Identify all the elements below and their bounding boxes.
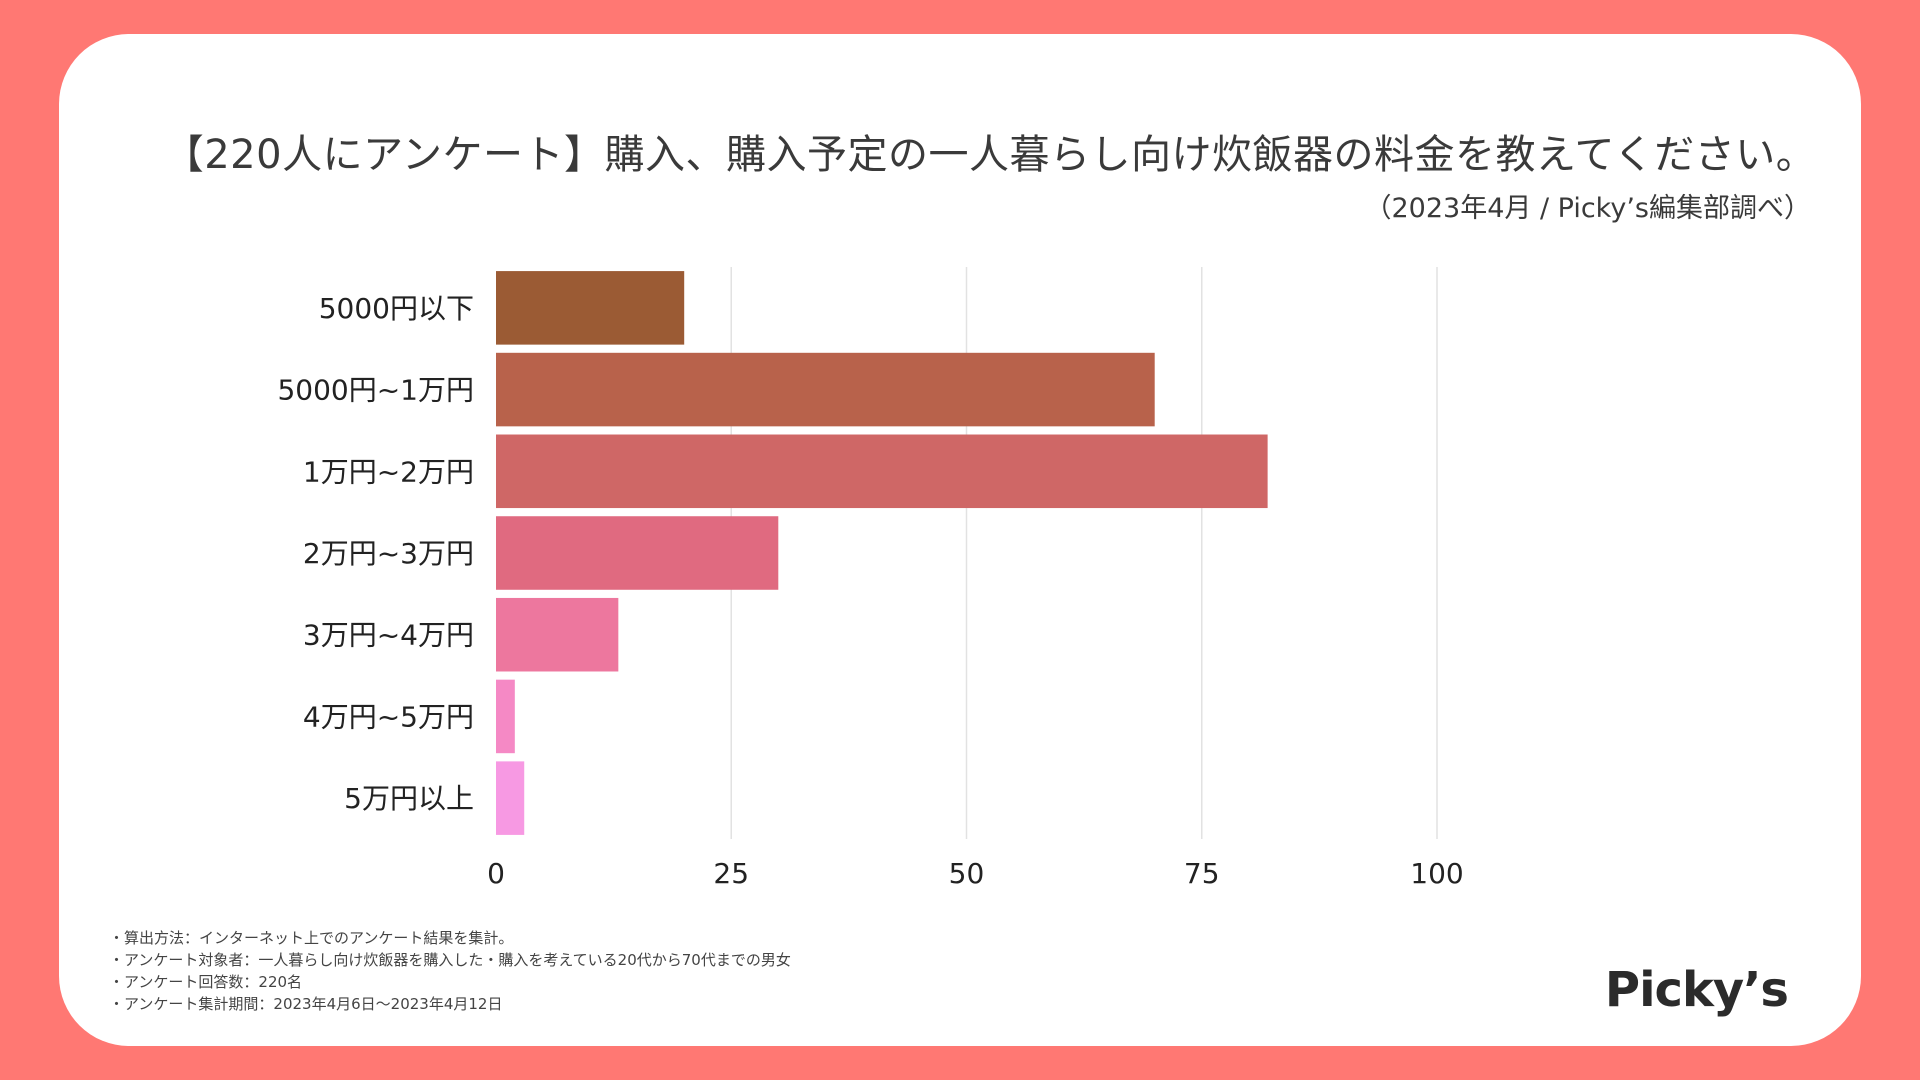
category-label-3: 2万円~3万円 (303, 537, 474, 570)
x-tick-label-75: 75 (1184, 857, 1220, 890)
category-label-0: 5000円以下 (319, 292, 474, 325)
x-tick-label-0: 0 (487, 857, 505, 890)
category-label-2: 1万円~2万円 (303, 455, 474, 488)
bar-1 (496, 352, 1155, 427)
category-label-1: 5000円~1万円 (277, 374, 474, 407)
bar-6 (496, 761, 525, 835)
pickys-logo: Picky’s (1604, 962, 1789, 1018)
note-method: ・算出方法：インターネット上でのアンケート結果を集計。 (109, 929, 514, 947)
x-tick-label-50: 50 (949, 857, 985, 890)
bar-2 (496, 434, 1268, 509)
bar-4 (496, 597, 619, 672)
note-period: ・アンケート集計期間：2023年4月6日〜2023年4月12日 (109, 995, 503, 1013)
chart-title: 【220人にアンケート】購入、購入予定の一人暮らし向け炊飯器の料金を教えてくださ… (163, 132, 1817, 178)
survey-notes: ・算出方法：インターネット上でのアンケート結果を集計。 ・アンケート対象者：一人… (109, 927, 791, 1015)
bar-3 (496, 516, 779, 590)
bar-0 (496, 271, 685, 345)
bar-5 (496, 679, 515, 754)
note-target: ・アンケート対象者：一人暮らし向け炊飯器を購入した・購入を考えている20代から7… (109, 951, 791, 969)
x-tick-label-25: 25 (713, 857, 749, 890)
x-tick-label-100: 100 (1410, 857, 1463, 890)
note-count: ・アンケート回答数：220名 (109, 973, 303, 991)
category-label-5: 4万円~5万円 (303, 700, 474, 733)
category-label-4: 3万円~4万円 (303, 619, 474, 652)
bar-chart: 5000円以下 5000円~1万円 1万円~2万円 2万円~3万円 3万円~4万円 4万円… (277, 267, 1464, 890)
chart-subtitle: （2023年4月 / Picky’s編集部調べ） (1364, 193, 1812, 224)
category-label-6: 5万円以上 (344, 782, 474, 815)
chart-card: 【220人にアンケート】購入、購入予定の一人暮らし向け炊飯器の料金を教えてくださ… (59, 34, 1861, 1046)
